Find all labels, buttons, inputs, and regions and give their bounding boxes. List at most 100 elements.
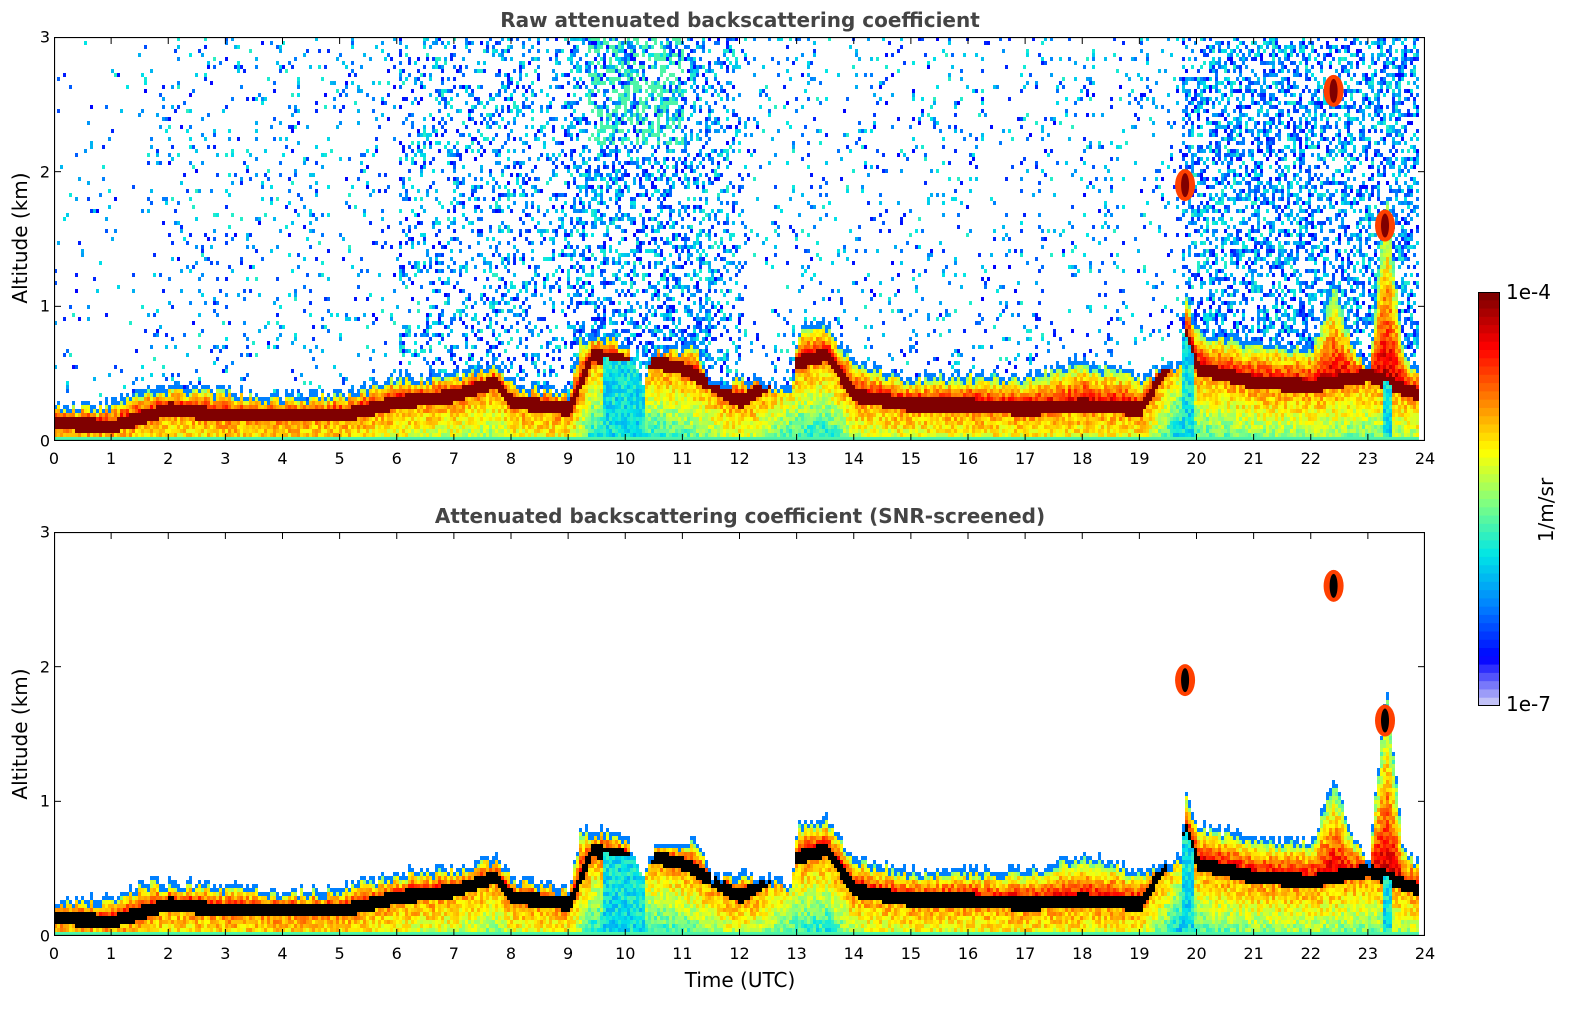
x-tick-label: 9 bbox=[563, 449, 573, 468]
colorbar-step bbox=[1478, 407, 1500, 417]
x-tick-label: 0 bbox=[49, 944, 59, 963]
x-tick-label: 5 bbox=[335, 449, 345, 468]
y-tick-label: 3 bbox=[40, 28, 50, 47]
colorbar-step bbox=[1478, 441, 1500, 450]
colorbar-step bbox=[1478, 606, 1500, 616]
x-tick-label: 24 bbox=[1415, 449, 1435, 468]
x-tick-label: 14 bbox=[844, 449, 864, 468]
panel1-title: Raw attenuated backscattering coefficien… bbox=[500, 8, 980, 32]
x-tick-label: 12 bbox=[729, 944, 749, 963]
x-tick-label: 3 bbox=[220, 944, 230, 963]
x-tick-label: 16 bbox=[958, 449, 978, 468]
colorbar-step bbox=[1478, 349, 1500, 359]
colorbar-max-label: 1e-4 bbox=[1506, 280, 1551, 304]
colorbar-step bbox=[1478, 432, 1500, 442]
x-tick-label: 22 bbox=[1301, 944, 1321, 963]
x-tick-label: 4 bbox=[277, 449, 287, 468]
panel2-heatmap bbox=[54, 532, 1425, 936]
colorbar-step bbox=[1478, 556, 1500, 566]
x-tick-label: 15 bbox=[901, 449, 921, 468]
colorbar-step bbox=[1478, 457, 1500, 467]
colorbar-step bbox=[1478, 449, 1500, 459]
x-tick-label: 5 bbox=[335, 944, 345, 963]
colorbar-step bbox=[1478, 689, 1500, 699]
panel2-plot bbox=[54, 532, 1425, 936]
x-tick-label: 15 bbox=[901, 944, 921, 963]
colorbar-step bbox=[1478, 333, 1500, 343]
x-tick-label: 10 bbox=[615, 944, 635, 963]
x-tick-label: 2 bbox=[163, 944, 173, 963]
colorbar-step bbox=[1478, 681, 1500, 691]
colorbar-step bbox=[1478, 631, 1500, 641]
colorbar-step bbox=[1478, 499, 1500, 508]
colorbar-step bbox=[1478, 490, 1500, 500]
y-tick-label: 0 bbox=[40, 432, 50, 451]
x-tick-label: 23 bbox=[1358, 944, 1378, 963]
x-tick-label: 12 bbox=[729, 449, 749, 468]
colorbar-step bbox=[1478, 383, 1500, 392]
y-tick-label: 1 bbox=[40, 297, 50, 316]
colorbar-step bbox=[1478, 416, 1500, 426]
x-tick-label: 23 bbox=[1358, 449, 1378, 468]
panel2-title: Attenuated backscattering coefficient (S… bbox=[435, 504, 1045, 528]
colorbar-step bbox=[1478, 623, 1500, 633]
colorbar-step bbox=[1478, 316, 1500, 326]
x-tick-label: 21 bbox=[1243, 944, 1263, 963]
x-tick-label: 18 bbox=[1072, 449, 1092, 468]
colorbar-step bbox=[1478, 548, 1500, 558]
colorbar-step bbox=[1478, 374, 1500, 384]
heatmap-cells bbox=[54, 37, 1419, 441]
x-tick-label: 1 bbox=[106, 944, 116, 963]
panel1-ylabel: Altitude (km) bbox=[8, 172, 32, 303]
colorbar-step bbox=[1478, 672, 1500, 682]
colorbar-step bbox=[1478, 573, 1500, 583]
colorbar-step bbox=[1478, 341, 1500, 351]
colorbar-step bbox=[1478, 292, 1500, 301]
x-tick-label: 19 bbox=[1129, 944, 1149, 963]
colorbar-step bbox=[1478, 664, 1500, 674]
x-tick-label: 21 bbox=[1243, 449, 1263, 468]
colorbar-step bbox=[1478, 515, 1500, 525]
colorbar-step bbox=[1478, 507, 1500, 517]
colorbar-step bbox=[1478, 581, 1500, 591]
y-tick-label: 3 bbox=[40, 523, 50, 542]
x-tick-label: 6 bbox=[392, 944, 402, 963]
panel2-ylabel: Altitude (km) bbox=[8, 668, 32, 799]
x-tick-label: 3 bbox=[220, 449, 230, 468]
colorbar-frame bbox=[1478, 292, 1500, 706]
x-tick-label: 11 bbox=[672, 449, 692, 468]
x-tick-label: 6 bbox=[392, 449, 402, 468]
colorbar bbox=[1478, 292, 1500, 706]
x-tick-label: 8 bbox=[506, 944, 516, 963]
x-tick-label: 19 bbox=[1129, 449, 1149, 468]
colorbar-gradient bbox=[1478, 292, 1500, 706]
x-tick-label: 8 bbox=[506, 449, 516, 468]
colorbar-step bbox=[1478, 523, 1500, 533]
colorbar-step bbox=[1478, 532, 1500, 541]
x-tick-label: 17 bbox=[1015, 449, 1035, 468]
x-tick-label: 0 bbox=[49, 449, 59, 468]
panel1-heatmap bbox=[54, 37, 1425, 441]
colorbar-step bbox=[1478, 590, 1500, 599]
x-tick-label: 9 bbox=[563, 944, 573, 963]
x-tick-label: 14 bbox=[844, 944, 864, 963]
colorbar-step bbox=[1478, 358, 1500, 368]
colorbar-step bbox=[1478, 540, 1500, 550]
x-tick-label: 17 bbox=[1015, 944, 1035, 963]
colorbar-step bbox=[1478, 474, 1500, 484]
colorbar-step bbox=[1478, 366, 1500, 376]
x-tick-label: 22 bbox=[1301, 449, 1321, 468]
colorbar-min-label: 1e-7 bbox=[1506, 692, 1551, 716]
colorbar-step bbox=[1478, 697, 1500, 706]
x-tick-label: 1 bbox=[106, 449, 116, 468]
x-tick-label: 7 bbox=[449, 449, 459, 468]
x-tick-label: 13 bbox=[786, 449, 806, 468]
colorbar-step bbox=[1478, 656, 1500, 666]
x-tick-label: 2 bbox=[163, 449, 173, 468]
y-tick-label: 1 bbox=[40, 792, 50, 811]
y-tick-label: 0 bbox=[40, 927, 50, 946]
x-tick-label: 20 bbox=[1186, 449, 1206, 468]
y-tick-label: 2 bbox=[40, 657, 50, 676]
colorbar-step bbox=[1478, 325, 1500, 334]
colorbar-step bbox=[1478, 565, 1500, 575]
